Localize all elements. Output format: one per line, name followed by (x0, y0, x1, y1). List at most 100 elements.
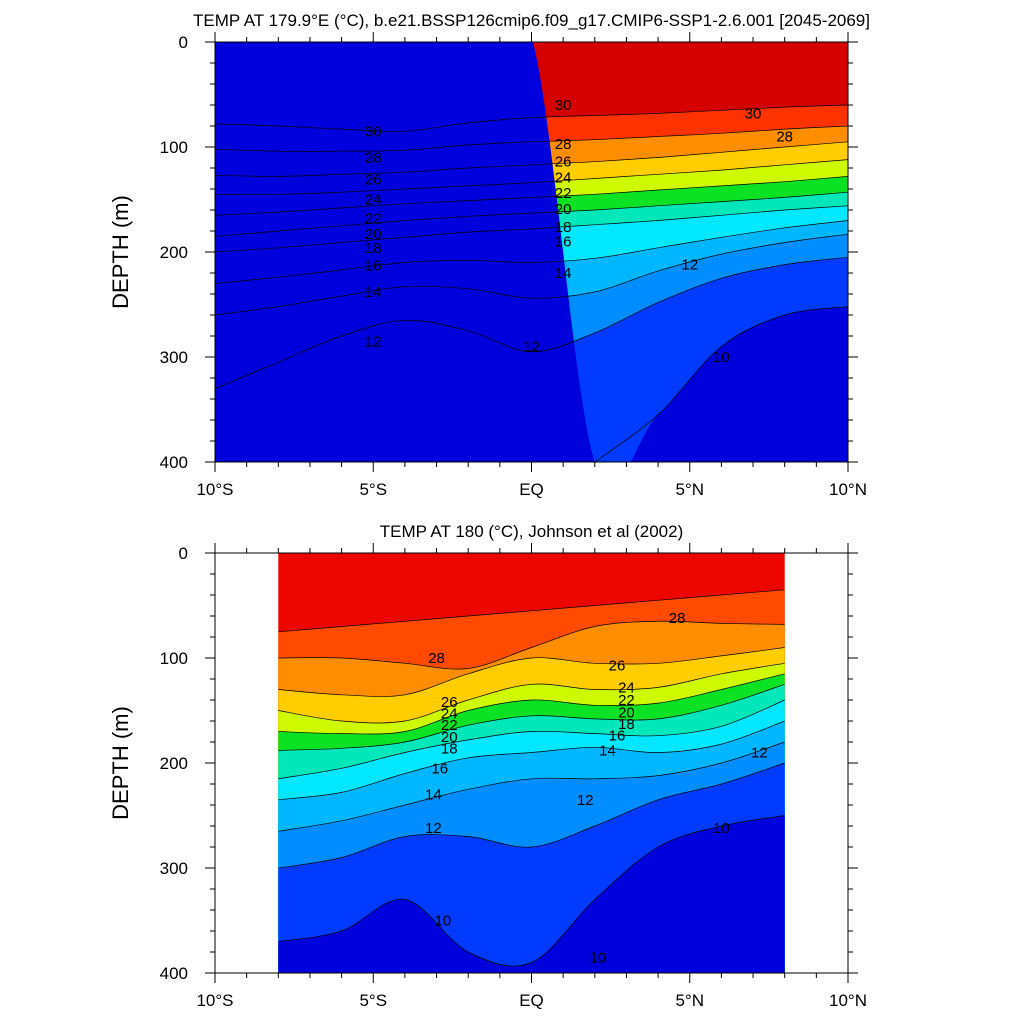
contour-label-16: 16 (431, 760, 448, 777)
y-tick-label: 0 (179, 544, 188, 563)
x-tick-label: 10°S (196, 480, 233, 499)
contour-label-26: 26 (609, 657, 626, 674)
contour-label-26: 26 (555, 154, 572, 171)
x-tick-label: 10°N (829, 480, 867, 499)
y-tick-label: 300 (160, 859, 188, 878)
isotherm-30 (215, 104, 848, 132)
panel-observations: 2828262624242222202018181616141412121210… (108, 522, 867, 1010)
y-tick-label: 400 (160, 964, 188, 983)
contour-label-28: 28 (776, 129, 793, 146)
contour-label-24: 24 (555, 169, 572, 186)
isotherm-28 (278, 620, 785, 670)
y-tick-label: 100 (160, 649, 188, 668)
isotherm-22 (278, 673, 785, 735)
x-tick-label: 10°N (829, 991, 867, 1010)
contour-label-12: 12 (425, 820, 442, 837)
x-tick-label: 10°S (196, 991, 233, 1010)
isotherm-28 (215, 125, 848, 152)
isotherm-26 (215, 141, 848, 177)
isotherm-18 (278, 699, 785, 780)
y-tick-label: 400 (160, 453, 188, 472)
contour-label-30: 30 (745, 105, 762, 122)
x-tick-label: 5°N (675, 480, 704, 499)
contour-label-18: 18 (555, 219, 572, 236)
isotherm-10 (594, 306, 848, 462)
axis-ticks (205, 543, 858, 983)
isotherm-29 (278, 589, 785, 633)
contour-label-18: 18 (618, 716, 635, 733)
y-tick-label: 300 (160, 348, 188, 367)
contour-label-12: 12 (751, 745, 768, 762)
contour-label-28: 28 (669, 610, 686, 627)
contour-label-10: 10 (590, 949, 607, 966)
contour-label-20: 20 (365, 226, 382, 243)
isotherm-14 (278, 741, 785, 832)
contour-label-16: 16 (365, 258, 382, 275)
band-below-10 (215, 42, 848, 462)
contour-label-18: 18 (441, 740, 458, 757)
contour-label-12: 12 (523, 339, 540, 356)
isotherm-14 (215, 233, 848, 316)
x-tick-label: EQ (519, 480, 544, 499)
x-tick-label: 5°N (675, 991, 704, 1010)
contour-label-14: 14 (599, 742, 616, 759)
isotherm-12 (278, 762, 785, 869)
contour-label-26: 26 (441, 694, 458, 711)
contour-label-14: 14 (425, 787, 442, 804)
x-tick-label: 5°S (359, 480, 387, 499)
x-tick-label: EQ (519, 991, 544, 1010)
y-tick-label: 0 (179, 33, 188, 52)
isotherm-18 (215, 205, 848, 253)
contour-label-30: 30 (555, 97, 572, 114)
contour-label-24: 24 (618, 679, 635, 696)
isotherm-20 (215, 191, 848, 237)
contour-label-10: 10 (435, 913, 452, 930)
contour-label-14: 14 (555, 265, 572, 282)
y-tick-label: 200 (160, 243, 188, 262)
isotherm-12 (215, 256, 848, 389)
isotherm-24 (215, 159, 848, 195)
band-below-10 (278, 815, 785, 973)
contour-label-10: 10 (713, 349, 730, 366)
contour-label-16: 16 (609, 728, 626, 745)
isotherm-26 (278, 647, 785, 697)
contour-label-22: 22 (365, 210, 382, 227)
contour-label-18: 18 (365, 240, 382, 257)
contour-label-24: 24 (441, 706, 458, 723)
x-tick-label: 5°S (359, 991, 387, 1010)
contour-label-30: 30 (365, 123, 382, 140)
chart-title: TEMP AT 180 (°C), Johnson et al (2002) (380, 522, 684, 541)
contour-label-20: 20 (555, 201, 572, 218)
chart-title: TEMP AT 179.9°E (°C), b.e21.BSSP126cmip6… (193, 11, 870, 30)
contour-label-12: 12 (681, 257, 698, 274)
contour-label-28: 28 (365, 150, 382, 167)
contour-label-12: 12 (365, 333, 382, 350)
isotherm-24 (278, 662, 785, 724)
y-axis-label: DEPTH (m) (108, 706, 133, 820)
contour-label-20: 20 (441, 729, 458, 746)
y-tick-label: 100 (160, 138, 188, 157)
isotherm-22 (215, 176, 848, 216)
contour-label-12: 12 (577, 792, 594, 809)
contour-label-22: 22 (555, 185, 572, 202)
contour-label-26: 26 (365, 172, 382, 189)
axis-ticks (205, 32, 858, 472)
isotherm-16 (278, 720, 785, 801)
contour-label-22: 22 (441, 717, 458, 734)
isotherm-20 (278, 683, 785, 751)
y-axis-label: DEPTH (m) (108, 195, 133, 309)
isotherm-10 (278, 815, 785, 967)
contour-fills (215, 42, 848, 462)
contour-label-28: 28 (428, 650, 445, 667)
contour-label-20: 20 (618, 705, 635, 722)
contour-fills (278, 553, 785, 973)
contour-label-16: 16 (555, 234, 572, 251)
isotherm-16 (215, 220, 848, 284)
contour-label-22: 22 (618, 692, 635, 709)
contour-label-10: 10 (713, 820, 730, 837)
contour-label-14: 14 (365, 284, 382, 301)
contour-label-24: 24 (365, 192, 382, 209)
contour-label-28: 28 (555, 136, 572, 153)
